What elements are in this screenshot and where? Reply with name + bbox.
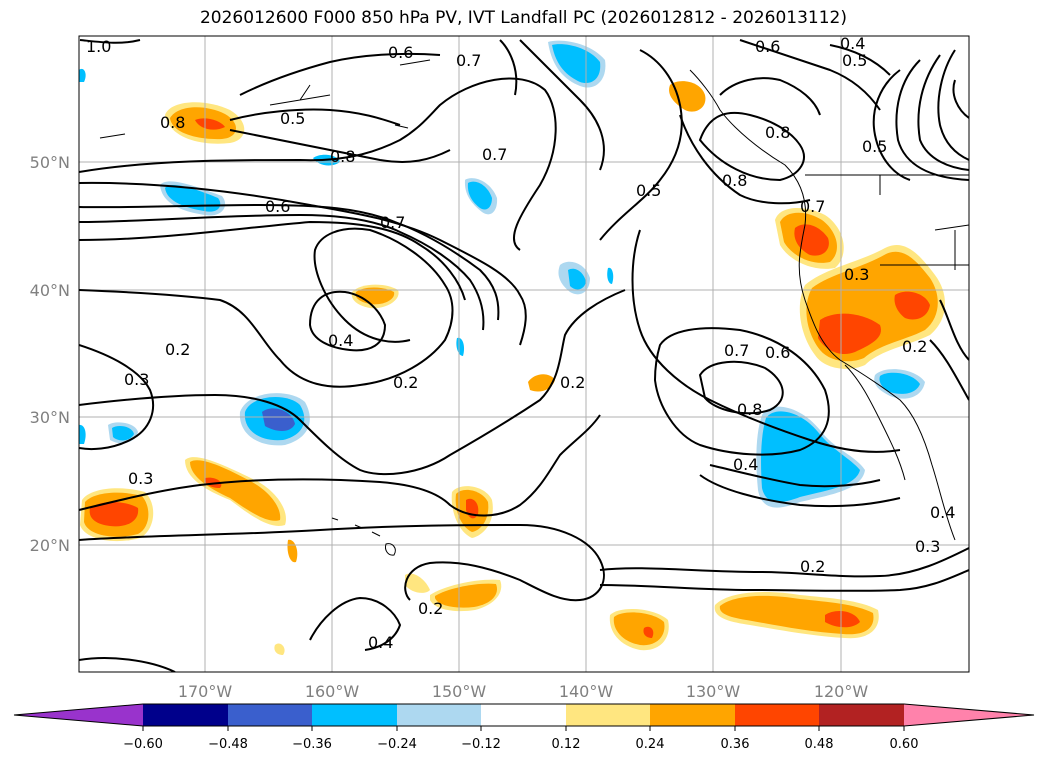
- contour-label: 1.0: [86, 37, 111, 56]
- colorbar-tick-label: 0.12: [552, 737, 581, 752]
- contour-lines: [79, 39, 969, 672]
- colorbar-extend-left: [14, 704, 143, 726]
- colorbar-segment: [481, 704, 566, 726]
- colorbar-segment: [143, 704, 228, 726]
- lat-label: 30°N: [30, 408, 70, 427]
- contour-label: 0.6: [265, 197, 290, 216]
- contour-label: 0.3: [124, 370, 149, 389]
- colorbar-segment: [228, 704, 312, 726]
- colorbar-segment: [312, 704, 397, 726]
- lon-label: 120°W: [814, 682, 869, 701]
- contour-label: 0.6: [388, 43, 413, 62]
- colorbar-segment: [819, 704, 904, 726]
- lat-label: 50°N: [30, 153, 70, 172]
- map-title: 2026012600 F000 850 hPa PV, IVT Landfall…: [199, 8, 847, 28]
- contour-label: 0.8: [160, 113, 185, 132]
- colorbar-segment: [735, 704, 819, 726]
- coastline: [269, 59, 969, 541]
- contour-label: 0.7: [724, 341, 749, 360]
- contour-labels: 1.0 0.8 0.7 0.6 0.5 0.8 0.7 0.6 0.7 0.6 …: [86, 34, 955, 652]
- contour-label: 0.6: [755, 37, 780, 56]
- contour-label: 0.2: [560, 373, 585, 392]
- colorbar-segment: [650, 704, 735, 726]
- lat-label: 20°N: [30, 536, 70, 555]
- contour-label: 0.8: [737, 400, 762, 419]
- contour-label: 0.3: [844, 265, 869, 284]
- contour-label: 0.7: [482, 145, 507, 164]
- map-area: 1.0 0.8 0.7 0.6 0.5 0.8 0.7 0.6 0.7 0.6 …: [79, 34, 969, 672]
- contour-label: 0.5: [862, 137, 887, 156]
- lon-label: 160°W: [305, 682, 360, 701]
- contour-label: 0.4: [328, 331, 353, 350]
- contour-label: 0.3: [915, 537, 940, 556]
- contour-label: 0.7: [800, 197, 825, 216]
- colorbar: −0.60 −0.48 −0.36 −0.24 −0.12 0.12 0.24 …: [13, 703, 1035, 752]
- contour-label: 0.7: [456, 51, 481, 70]
- lon-label: 170°W: [178, 682, 233, 701]
- lon-label: 150°W: [432, 682, 487, 701]
- colorbar-segment: [566, 704, 650, 726]
- contour-label: 0.8: [722, 171, 747, 190]
- contour-label: 0.7: [380, 213, 405, 232]
- colorbar-extend-right: [904, 704, 1034, 726]
- latitude-labels: 50°N 40°N 30°N 20°N: [30, 153, 70, 555]
- longitude-labels: 170°W 160°W 150°W 140°W 130°W 120°W: [178, 682, 869, 701]
- colorbar-tick-label: −0.48: [208, 737, 248, 752]
- contour-label: 0.2: [800, 557, 825, 576]
- contour-label: 0.6: [765, 343, 790, 362]
- contour-label: 0.2: [902, 337, 927, 356]
- contour-label: 0.8: [765, 123, 790, 142]
- colorbar-tick-label: −0.60: [123, 737, 163, 752]
- contour-label: 0.8: [330, 147, 355, 166]
- contour-label: 0.2: [165, 340, 190, 359]
- colorbar-tick-label: −0.24: [377, 737, 417, 752]
- contour-label: 0.5: [280, 109, 305, 128]
- contour-label: 0.4: [368, 633, 393, 652]
- lat-label: 40°N: [30, 281, 70, 300]
- contour-label: 0.5: [842, 51, 867, 70]
- gridlines: [79, 36, 969, 672]
- colorbar-tick-label: 0.36: [721, 737, 750, 752]
- colorbar-segment: [397, 704, 481, 726]
- colorbar-tick-label: 0.48: [805, 737, 834, 752]
- map-border: [78, 35, 970, 673]
- contour-label: 0.2: [393, 373, 418, 392]
- contour-label: 0.2: [418, 599, 443, 618]
- colorbar-tick-label: 0.24: [636, 737, 665, 752]
- contour-label: 0.5: [636, 181, 661, 200]
- contour-label: 0.3: [128, 469, 153, 488]
- lon-label: 130°W: [686, 682, 741, 701]
- colorbar-tick-label: 0.60: [890, 737, 919, 752]
- contour-label: 0.4: [840, 34, 865, 53]
- colorbar-tick-label: −0.36: [292, 737, 332, 752]
- colorbar-tick-label: −0.12: [461, 737, 501, 752]
- contour-label: 0.4: [930, 503, 955, 522]
- lon-label: 140°W: [559, 682, 614, 701]
- contour-label: 0.4: [733, 455, 758, 474]
